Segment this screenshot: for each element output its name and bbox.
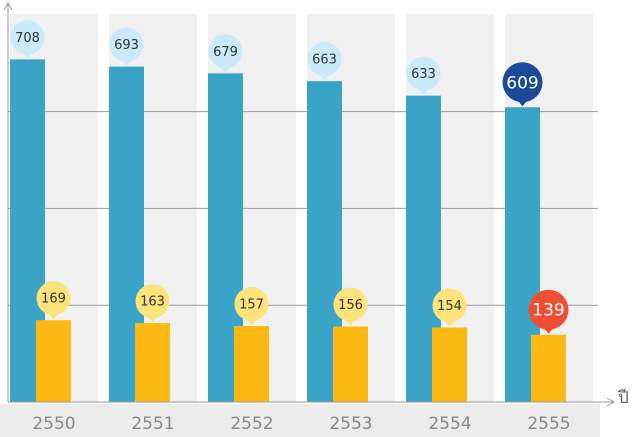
x-tick-label: 2555 (527, 414, 570, 434)
data-label: 157 (239, 298, 264, 313)
x-axis-arrow (606, 397, 616, 407)
x-tick-label: 2554 (428, 414, 471, 434)
bar (432, 327, 467, 402)
data-label: 633 (411, 67, 436, 82)
data-label: 156 (338, 298, 363, 313)
data-label: 708 (15, 31, 40, 46)
x-tick-label: 2552 (230, 414, 273, 434)
label-bubble (109, 27, 144, 62)
label-bubble (135, 284, 170, 319)
label-bubble (502, 62, 543, 103)
bar (36, 320, 71, 402)
bar (333, 326, 368, 402)
x-tick-label: 2551 (131, 414, 174, 434)
bar (531, 334, 566, 402)
x-axis-label: ปี (617, 388, 629, 408)
label-bubble (528, 289, 569, 330)
label-bubble (10, 20, 45, 55)
x-tick-label: 2550 (32, 414, 75, 434)
label-bubble (36, 281, 71, 316)
label-bubble (406, 56, 441, 91)
label-bubble (432, 288, 467, 323)
label-bubble (307, 42, 342, 77)
data-label: 139 (532, 301, 564, 321)
data-label: 163 (140, 295, 165, 310)
data-label: 663 (312, 53, 337, 68)
label-bubble (333, 287, 368, 322)
data-label: 154 (437, 299, 462, 314)
x-axis-band (0, 404, 600, 437)
data-label: 609 (506, 73, 538, 93)
label-bubble (208, 34, 243, 69)
bar (234, 326, 269, 402)
label-bubble (234, 287, 269, 322)
data-label: 693 (114, 38, 139, 53)
data-label: 679 (213, 45, 238, 60)
data-label: 169 (41, 292, 66, 307)
y-axis-arrow (3, 1, 13, 11)
x-tick-label: 2553 (329, 414, 372, 434)
bar (135, 323, 170, 402)
